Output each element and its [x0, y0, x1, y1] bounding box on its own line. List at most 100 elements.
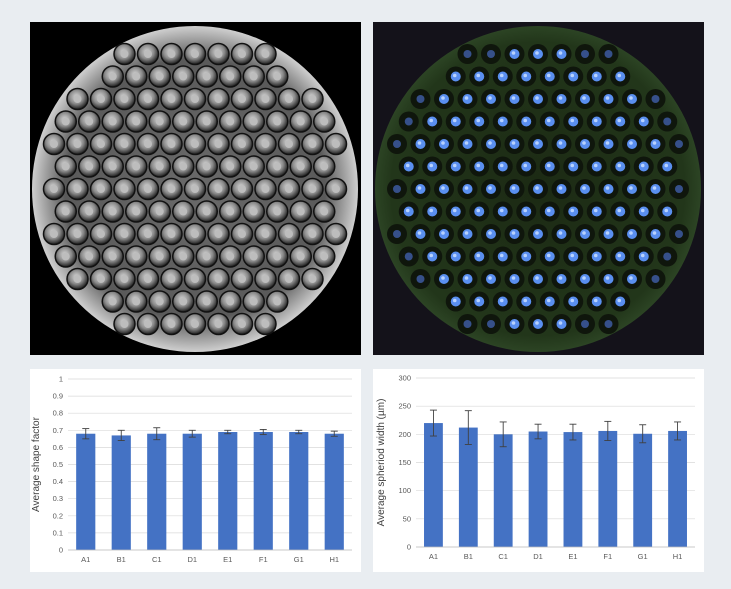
spheroid — [73, 95, 82, 103]
bar — [111, 435, 131, 550]
bar — [528, 431, 548, 547]
x-tick-label: F1 — [603, 552, 612, 561]
spheroid — [73, 185, 82, 193]
spheroid — [261, 95, 270, 103]
bar — [289, 432, 309, 550]
spheroid — [155, 162, 164, 171]
x-tick-label: D1 — [533, 552, 543, 561]
fluorescence-microwell-svg — [373, 22, 704, 355]
spheroid — [581, 320, 589, 328]
spheroid — [404, 252, 413, 261]
shape-factor-chart: 0 0.1 0.2 0.3 0.4 0.5 0.6 0.7 0.8 0.9 1 Average sha… — [30, 369, 361, 572]
spheroid — [308, 140, 317, 148]
bar — [458, 427, 478, 547]
spheroid — [50, 140, 58, 148]
spheroid — [261, 320, 270, 328]
spheroid — [285, 95, 293, 103]
spheroid — [144, 320, 152, 328]
spheroid — [249, 72, 258, 81]
spheroid — [191, 230, 199, 238]
y-tick-label: 0 — [59, 546, 63, 555]
spheroid — [214, 95, 223, 103]
spheroid — [296, 252, 305, 261]
spheroid — [249, 297, 258, 306]
spheroid — [61, 252, 70, 261]
x-tick-label: B1 — [117, 555, 126, 564]
spheroid — [393, 185, 401, 193]
x-tick-label: C1 — [152, 555, 162, 564]
spheroid — [202, 297, 211, 306]
bar — [76, 433, 96, 550]
spheroid — [85, 162, 94, 171]
spheroid — [416, 275, 425, 283]
spheroid — [285, 185, 293, 193]
spheroid — [238, 230, 246, 238]
x-tick-label: F1 — [259, 555, 268, 564]
spheroid — [132, 117, 141, 126]
spheroid — [155, 297, 164, 306]
spheroid — [191, 50, 199, 58]
spheroid — [132, 252, 141, 261]
spheroid — [179, 72, 188, 81]
spheroid — [214, 275, 223, 283]
y-tick-label: 0.6 — [53, 443, 63, 452]
y-axis-title: Average shape factor — [31, 416, 42, 512]
bar — [218, 432, 238, 550]
shape-factor-chart-svg: 0 0.1 0.2 0.3 0.4 0.5 0.6 0.7 0.8 0.9 1 Average sha… — [31, 375, 352, 564]
spheroid — [144, 95, 152, 103]
spheroid — [320, 207, 329, 216]
spheroid — [167, 95, 176, 103]
spheroid — [97, 140, 105, 148]
spheroid — [273, 297, 282, 306]
spheroid — [226, 252, 235, 261]
spheroid — [308, 185, 317, 193]
spheroid — [144, 140, 152, 148]
bar — [563, 432, 583, 547]
spheroid — [73, 230, 82, 238]
x-tick-label: G1 — [638, 552, 648, 561]
spheroid — [120, 275, 129, 283]
spheroid — [50, 230, 58, 238]
spheroid — [202, 207, 211, 216]
y-tick-label: 300 — [398, 374, 411, 383]
spheroid — [108, 117, 117, 126]
spheroid — [108, 207, 117, 216]
spheroid — [226, 117, 235, 126]
bar — [598, 430, 618, 547]
spheroid — [487, 320, 495, 328]
spheroid — [249, 162, 258, 171]
bar — [253, 432, 273, 550]
y-tick-label: 50 — [403, 514, 411, 523]
x-tick-label: E1 — [568, 552, 577, 561]
y-axis-title: Average spheriod width (µm) — [376, 399, 387, 527]
x-tick-label: H1 — [329, 555, 339, 564]
spheroid — [320, 162, 329, 171]
bar — [668, 430, 687, 547]
spheroid — [226, 72, 235, 81]
spheroid — [202, 252, 211, 261]
spheroid — [273, 72, 282, 81]
spheroid — [332, 230, 340, 238]
spheroid — [214, 50, 223, 58]
spheroid — [308, 230, 317, 238]
spheroid — [144, 185, 152, 193]
spheroid — [73, 140, 82, 148]
spheroid — [191, 140, 199, 148]
spheroid — [226, 207, 235, 216]
spheroid — [273, 252, 282, 261]
y-tick-label: 0 — [407, 543, 411, 552]
spheroid — [167, 185, 176, 193]
spheroid — [463, 320, 472, 328]
x-tick-label: D1 — [187, 555, 197, 564]
x-tick-label: A1 — [81, 555, 90, 564]
spheroid — [308, 275, 317, 283]
y-tick-label: 0.9 — [53, 392, 63, 401]
spheroid — [675, 140, 683, 148]
spheroid — [332, 140, 340, 148]
spheroid — [249, 252, 258, 261]
spheroid — [581, 50, 589, 58]
spheroid — [238, 185, 246, 193]
y-tick-label: 0.1 — [53, 528, 63, 537]
spheroid — [238, 320, 246, 328]
spheroid — [97, 230, 105, 238]
